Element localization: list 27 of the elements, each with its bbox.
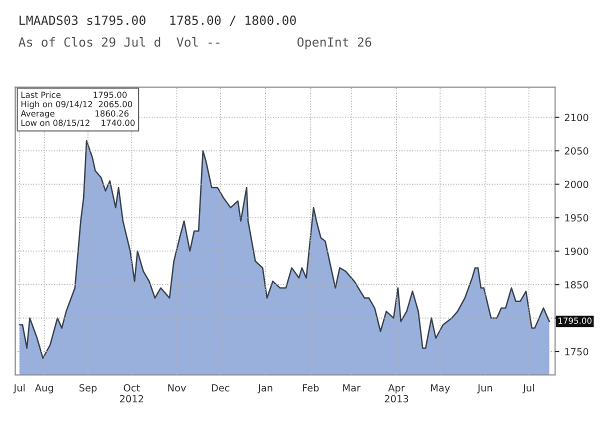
- y-tick-label: 2050: [564, 147, 588, 155]
- x-tick-label: Mar: [343, 384, 361, 392]
- chart-subtitle: As of Clos 29 Jul d Vol -- OpenInt 26: [18, 37, 372, 50]
- x-tick-label: Nov: [168, 384, 186, 392]
- x-tick-label: Jan: [258, 384, 272, 394]
- y-tick-label: 1850: [565, 281, 588, 288]
- y-tick-label: 2100: [564, 114, 588, 122]
- x-tick-label: Feb: [302, 384, 319, 392]
- y-tick-label: 2000: [564, 180, 588, 188]
- x-tick-label: Jul: [13, 384, 25, 394]
- x-tick-label: Dec: [212, 384, 230, 392]
- x-tick-label: Oct 2012: [120, 384, 144, 402]
- annotation: Average 1860.26: [20, 110, 129, 118]
- x-tick-label: Aug: [34, 384, 53, 394]
- annotation: High on 09/14/12 2065.00: [21, 100, 132, 109]
- x-tick-label: Jul: [522, 384, 534, 394]
- y-tick-label: 1900: [565, 248, 588, 255]
- annotation: Low on 08/15/12 1740.00: [21, 120, 135, 127]
- x-tick-label: Apr 2013: [384, 384, 408, 402]
- annotation: 1795.00: [558, 318, 592, 324]
- chart-title: LMAADS03 s1795.00 1785.00 / 1800.00: [20, 16, 296, 26]
- annotation: Last Price 1795.00: [21, 92, 127, 98]
- y-tick-label: 1950: [565, 214, 588, 222]
- x-tick-label: Jun: [477, 384, 492, 394]
- x-tick-label: May: [431, 384, 450, 394]
- x-tick-label: Sep: [79, 384, 97, 394]
- y-tick-label: 1750: [565, 348, 588, 356]
